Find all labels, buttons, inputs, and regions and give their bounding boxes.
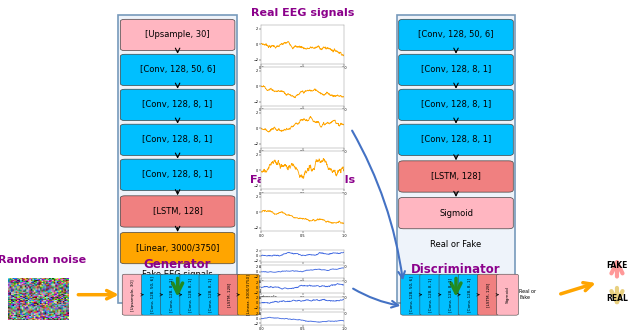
Text: Real EEG signals: Real EEG signals [251,8,355,18]
FancyBboxPatch shape [399,197,513,229]
FancyBboxPatch shape [399,89,513,121]
Text: [Upsample, 30]: [Upsample, 30] [145,30,210,40]
Text: Sigmoid: Sigmoid [506,286,509,303]
Text: [Conv, 128, 50, 6]: [Conv, 128, 50, 6] [140,65,215,75]
Text: [Conv, 128, 8, 1]: [Conv, 128, 8, 1] [421,135,491,145]
Text: Discriminator: Discriminator [411,263,500,276]
Text: [Upsample, 30]: [Upsample, 30] [131,279,135,310]
Text: Random noise: Random noise [0,255,86,265]
FancyBboxPatch shape [401,274,422,315]
FancyBboxPatch shape [120,159,235,190]
FancyBboxPatch shape [180,274,202,315]
Text: [Conv, 128, 50, 6]: [Conv, 128, 50, 6] [419,30,493,40]
FancyBboxPatch shape [399,124,513,156]
FancyBboxPatch shape [458,274,480,315]
Text: [Conv, 128, 8, 1]: [Conv, 128, 8, 1] [143,100,212,110]
Text: [Linear, 3000/3750]: [Linear, 3000/3750] [136,243,220,253]
FancyBboxPatch shape [237,274,259,315]
FancyBboxPatch shape [397,15,515,303]
Text: [Conv, 128, 8, 1]: [Conv, 128, 8, 1] [421,65,491,75]
Text: [LSTM, 128]: [LSTM, 128] [431,172,481,181]
FancyBboxPatch shape [120,89,235,121]
Text: [Conv, 128, 8, 1]: [Conv, 128, 8, 1] [421,100,491,110]
FancyBboxPatch shape [497,274,518,315]
Text: Real or Fake: Real or Fake [430,240,482,249]
Text: [Conv, 128, 50, 6]: [Conv, 128, 50, 6] [150,276,154,313]
FancyBboxPatch shape [420,274,442,315]
Text: Fake EEG
signals: Fake EEG signals [260,289,283,300]
FancyBboxPatch shape [439,274,461,315]
FancyBboxPatch shape [399,54,513,86]
Text: REAL: REAL [606,294,628,303]
FancyBboxPatch shape [118,15,237,303]
Text: [Conv, 128, 8, 1]: [Conv, 128, 8, 1] [448,278,452,312]
Text: FAKE: FAKE [606,261,628,270]
FancyBboxPatch shape [399,161,513,192]
FancyBboxPatch shape [120,232,235,264]
Text: [Conv, 128, 8, 1]: [Conv, 128, 8, 1] [143,170,212,179]
FancyBboxPatch shape [120,54,235,86]
Text: Sigmoid: Sigmoid [439,208,473,218]
FancyBboxPatch shape [161,274,182,315]
Text: [LSTM, 128]: [LSTM, 128] [486,282,490,307]
FancyBboxPatch shape [120,124,235,156]
FancyBboxPatch shape [141,274,163,315]
Text: [Conv, 128, 8, 1]: [Conv, 128, 8, 1] [208,278,212,312]
FancyBboxPatch shape [477,274,499,315]
Text: [Conv, 128, 50, 6]: [Conv, 128, 50, 6] [410,276,413,313]
FancyBboxPatch shape [120,196,235,227]
Text: [Conv, 128, 8, 1]: [Conv, 128, 8, 1] [170,278,173,312]
Text: [LSTM, 128]: [LSTM, 128] [227,282,231,307]
Text: [Conv, 128, 8, 1]: [Conv, 128, 8, 1] [143,135,212,145]
Text: Real or
Fake: Real or Fake [519,289,536,300]
FancyBboxPatch shape [120,19,235,51]
FancyBboxPatch shape [122,274,144,315]
Text: [Conv, 128, 8, 1]: [Conv, 128, 8, 1] [189,278,193,312]
Text: [Linear, 3000/3750]: [Linear, 3000/3750] [246,274,250,315]
Text: Fake EEG signals: Fake EEG signals [250,175,355,185]
FancyBboxPatch shape [218,274,240,315]
FancyBboxPatch shape [199,274,221,315]
FancyBboxPatch shape [399,19,513,51]
Text: Fake EEG signals: Fake EEG signals [142,270,213,279]
Text: [Conv, 128, 8, 1]: [Conv, 128, 8, 1] [467,278,471,312]
Text: Generator: Generator [143,258,211,271]
Text: [Conv, 128, 8, 1]: [Conv, 128, 8, 1] [429,278,433,312]
Text: [LSTM, 128]: [LSTM, 128] [153,207,202,216]
